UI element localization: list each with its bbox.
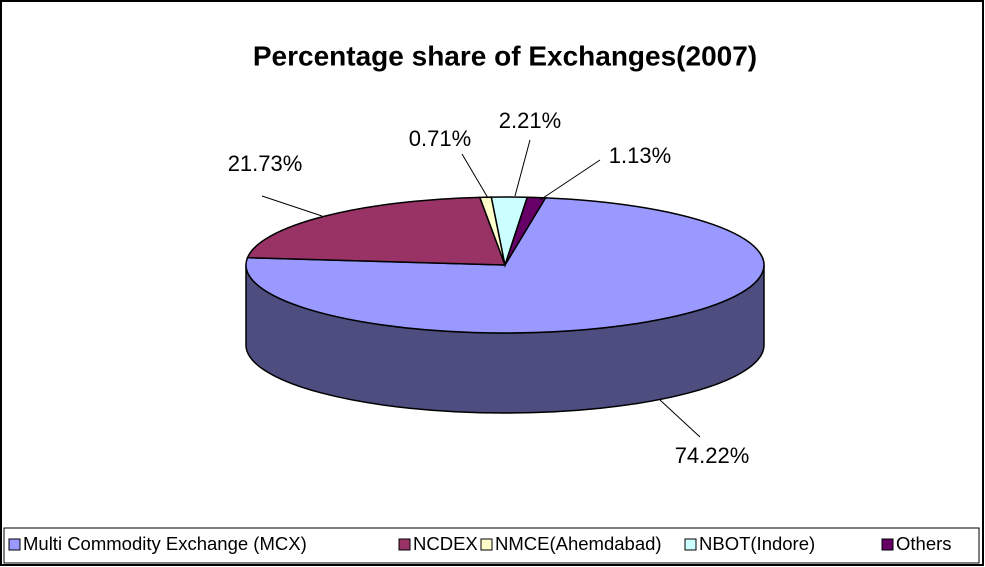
legend-label: Others <box>896 533 952 554</box>
data-label: 74.22% <box>675 443 750 468</box>
legend-swatch <box>8 538 21 551</box>
leader-line <box>539 159 601 201</box>
legend-label: Multi Commodity Exchange (MCX) <box>23 533 307 554</box>
legend-label: NCDEX <box>413 533 478 554</box>
data-label: 21.73% <box>228 151 303 176</box>
data-label: 2.21% <box>499 108 561 133</box>
slice <box>504 196 547 266</box>
data-label: 0.71% <box>409 126 471 151</box>
leader-line <box>514 139 531 197</box>
legend-swatch <box>480 538 493 551</box>
slice <box>246 196 507 266</box>
legend-label: NMCE(Ahemdabad) <box>495 533 662 554</box>
leader-line <box>261 195 323 217</box>
legend-swatch <box>881 538 894 551</box>
legend-swatch <box>398 538 411 551</box>
chart-title: Percentage share of Exchanges(2007) <box>253 40 757 71</box>
leader-line <box>659 399 701 438</box>
legend-label: NBOT(Indore) <box>699 533 815 554</box>
data-label: 1.13% <box>609 143 671 168</box>
legend-swatch <box>684 538 697 551</box>
leader-line <box>461 153 489 199</box>
